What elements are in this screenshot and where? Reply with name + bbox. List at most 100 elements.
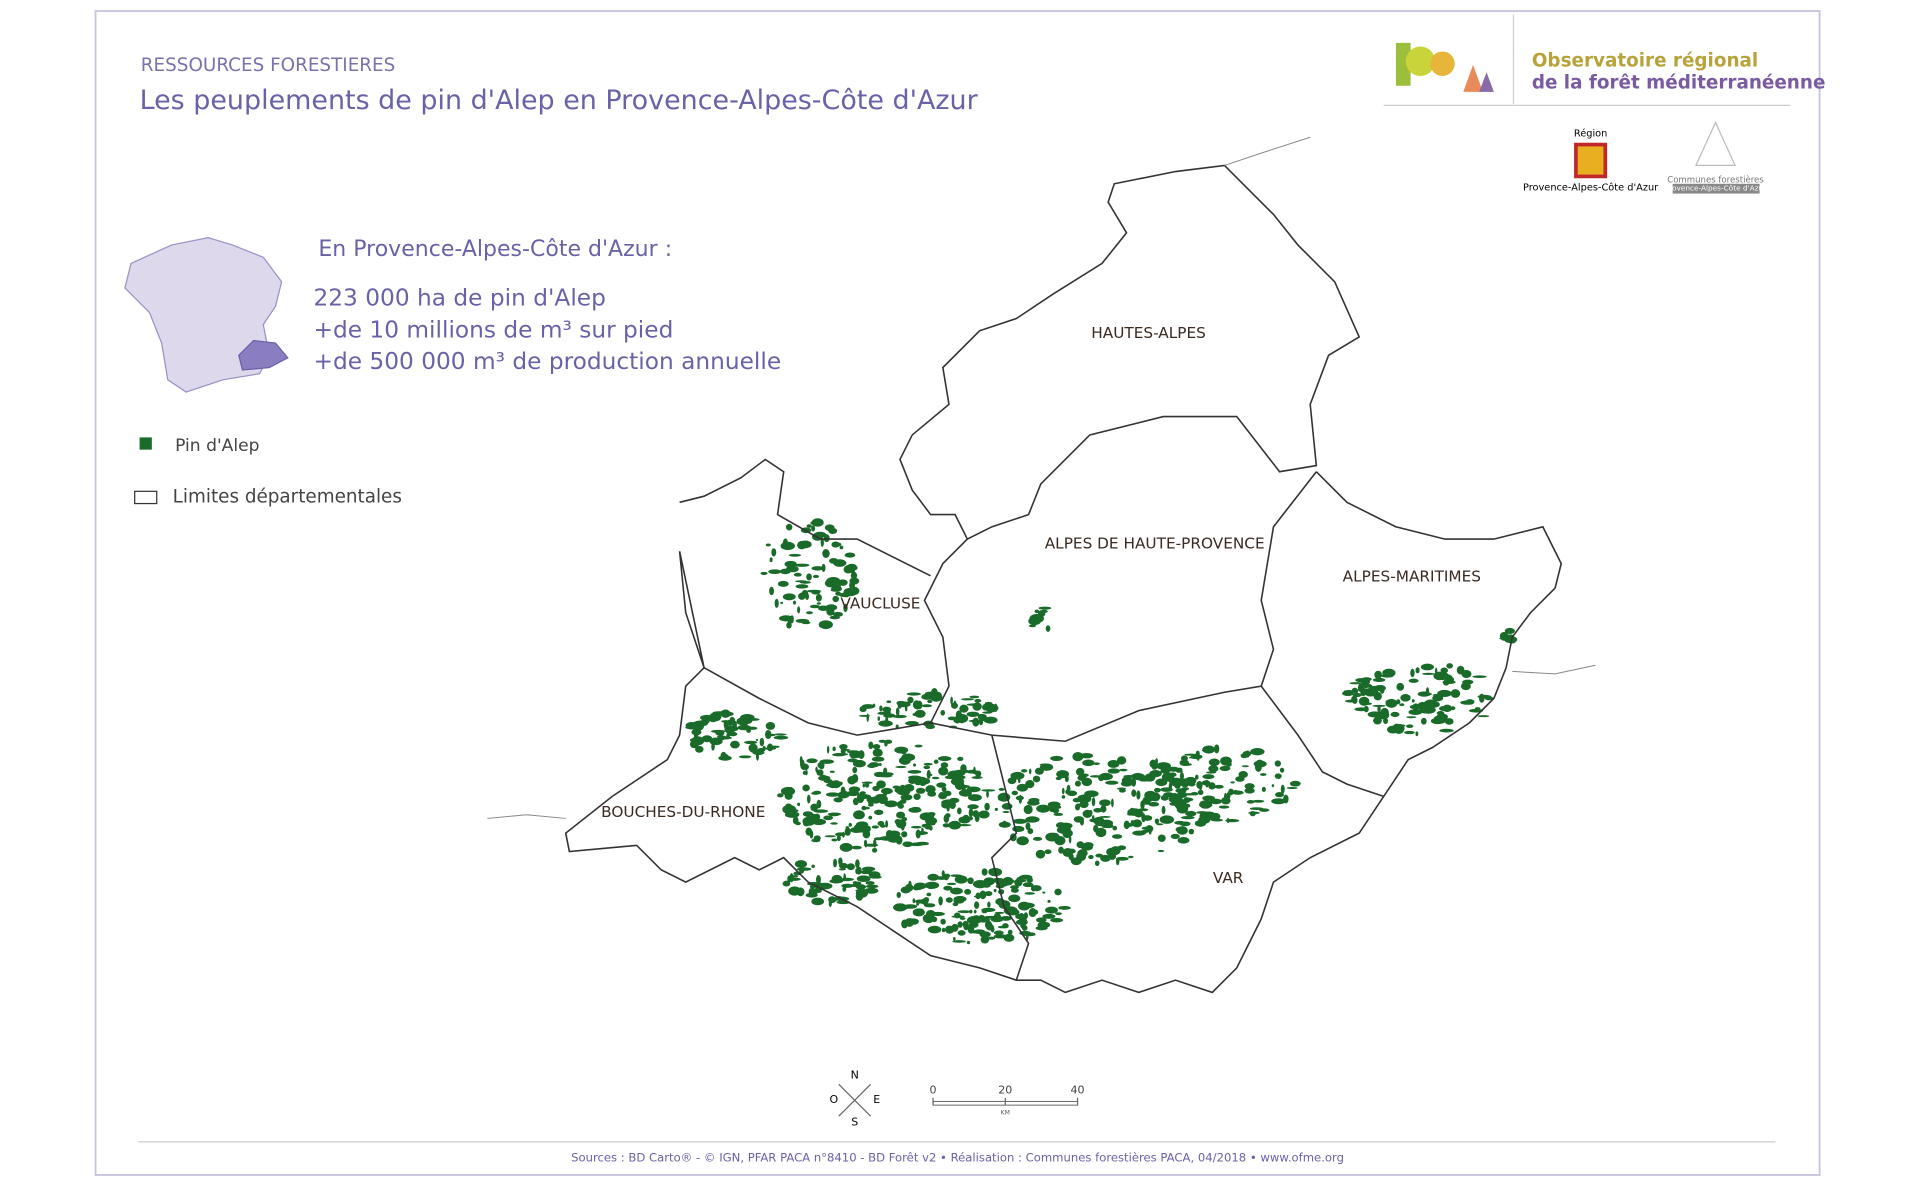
pine-patch bbox=[1171, 794, 1183, 800]
compass: N E S O bbox=[830, 1069, 881, 1129]
pine-patch bbox=[701, 718, 710, 725]
pine-patch bbox=[1038, 606, 1052, 610]
scale-unit: KM bbox=[1001, 1109, 1010, 1116]
pine-patch bbox=[1093, 807, 1103, 813]
pine-patch bbox=[829, 813, 840, 817]
pine-patch bbox=[951, 923, 959, 932]
pine-patch bbox=[924, 881, 940, 889]
pine-patch bbox=[863, 806, 870, 810]
pine-patch bbox=[1148, 801, 1160, 807]
pine-patch bbox=[1081, 844, 1093, 851]
pine-patch bbox=[1064, 775, 1069, 783]
pine-patch bbox=[1050, 755, 1064, 761]
pine-patch bbox=[852, 881, 858, 885]
france-inset bbox=[124, 237, 289, 393]
pine-patch bbox=[1210, 812, 1221, 821]
pine-patch bbox=[782, 593, 796, 601]
pine-patch bbox=[755, 738, 759, 742]
pine-patch bbox=[878, 720, 893, 727]
pine-patch bbox=[987, 878, 996, 882]
pine-patch bbox=[831, 541, 840, 548]
pine-patch bbox=[1074, 780, 1082, 787]
pine-patch bbox=[1116, 756, 1127, 765]
pine-patch bbox=[884, 741, 888, 747]
pine-patch bbox=[833, 797, 843, 803]
pine-patch bbox=[832, 595, 839, 603]
pine-patch bbox=[957, 921, 963, 928]
pine-patch bbox=[1180, 755, 1188, 762]
pine-patch bbox=[994, 807, 998, 811]
pine-patch bbox=[777, 793, 784, 798]
pine-patch bbox=[907, 770, 922, 774]
pine-patch bbox=[946, 882, 957, 886]
pine-patch bbox=[1105, 780, 1119, 785]
pine-patch bbox=[1472, 675, 1487, 678]
pine-patch bbox=[940, 918, 946, 925]
pine-patch bbox=[972, 717, 980, 727]
pine-patch bbox=[1018, 901, 1031, 911]
pine-patch bbox=[1088, 855, 1094, 860]
pine-patch bbox=[842, 886, 847, 892]
pine-patch bbox=[834, 832, 846, 837]
pine-patch bbox=[779, 615, 794, 622]
pine-patch bbox=[738, 755, 752, 759]
pine-patch bbox=[931, 776, 940, 780]
pine-patch bbox=[832, 611, 843, 617]
pine-patch bbox=[1170, 833, 1180, 839]
pine-patch bbox=[1477, 715, 1490, 718]
pine-patch bbox=[1436, 713, 1448, 721]
pine-patch bbox=[1361, 677, 1372, 682]
pine-patch bbox=[1115, 857, 1120, 866]
pine-patch bbox=[1054, 805, 1062, 809]
pine-patch bbox=[829, 558, 839, 564]
pine-patch bbox=[1077, 849, 1088, 858]
pine-patch bbox=[1015, 795, 1024, 801]
pine-patch bbox=[892, 714, 907, 719]
pine-stands bbox=[685, 518, 1518, 945]
pine-patch bbox=[825, 792, 840, 797]
pine-patch bbox=[968, 927, 973, 932]
pine-patch bbox=[1044, 849, 1052, 855]
pine-patch bbox=[981, 907, 996, 913]
pine-patch bbox=[968, 719, 980, 723]
pine-patch bbox=[774, 598, 779, 608]
pine-patch bbox=[1415, 731, 1419, 737]
pine-patch bbox=[946, 802, 950, 812]
pine-patch bbox=[1141, 829, 1150, 833]
pine-patch bbox=[948, 820, 962, 830]
pine-patch bbox=[1011, 790, 1018, 796]
pine-patch bbox=[1141, 826, 1153, 830]
pine-patch bbox=[1093, 816, 1105, 825]
pine-patch bbox=[969, 909, 973, 914]
info-heading: En Provence-Alpes-Côte d'Azur : bbox=[318, 237, 672, 262]
pine-patch bbox=[805, 769, 808, 776]
pine-patch bbox=[978, 717, 984, 726]
pine-patch bbox=[923, 897, 930, 903]
pine-patch bbox=[896, 891, 901, 899]
pine-patch bbox=[885, 715, 889, 725]
pine-patch bbox=[942, 823, 951, 828]
ofme-logo: Observatoire régional de la forêt médite… bbox=[1383, 14, 1825, 194]
pine-patch bbox=[817, 882, 833, 890]
pine-patch bbox=[966, 711, 980, 717]
department-label: BOUCHES-DU-RHONE bbox=[601, 803, 765, 821]
pine-patch bbox=[811, 525, 816, 532]
pine-patch bbox=[817, 761, 825, 769]
pine-patch bbox=[880, 787, 893, 795]
pine-patch bbox=[879, 705, 883, 712]
pine-patch bbox=[1075, 803, 1081, 811]
pine-patch bbox=[846, 863, 855, 871]
pine-patch bbox=[1075, 767, 1085, 776]
pine-patch bbox=[1067, 848, 1076, 854]
pine-patch bbox=[1238, 770, 1248, 778]
pine-patch bbox=[1128, 855, 1134, 859]
pine-patch bbox=[1176, 780, 1184, 785]
pine-patch bbox=[1419, 692, 1433, 696]
pine-patch bbox=[914, 882, 927, 890]
pine-patch bbox=[1286, 786, 1298, 789]
pine-patch bbox=[887, 836, 901, 843]
pine-patch bbox=[1032, 836, 1043, 841]
pine-patch bbox=[1034, 609, 1040, 614]
pine-patch bbox=[795, 618, 810, 623]
pine-patch bbox=[1383, 717, 1389, 725]
